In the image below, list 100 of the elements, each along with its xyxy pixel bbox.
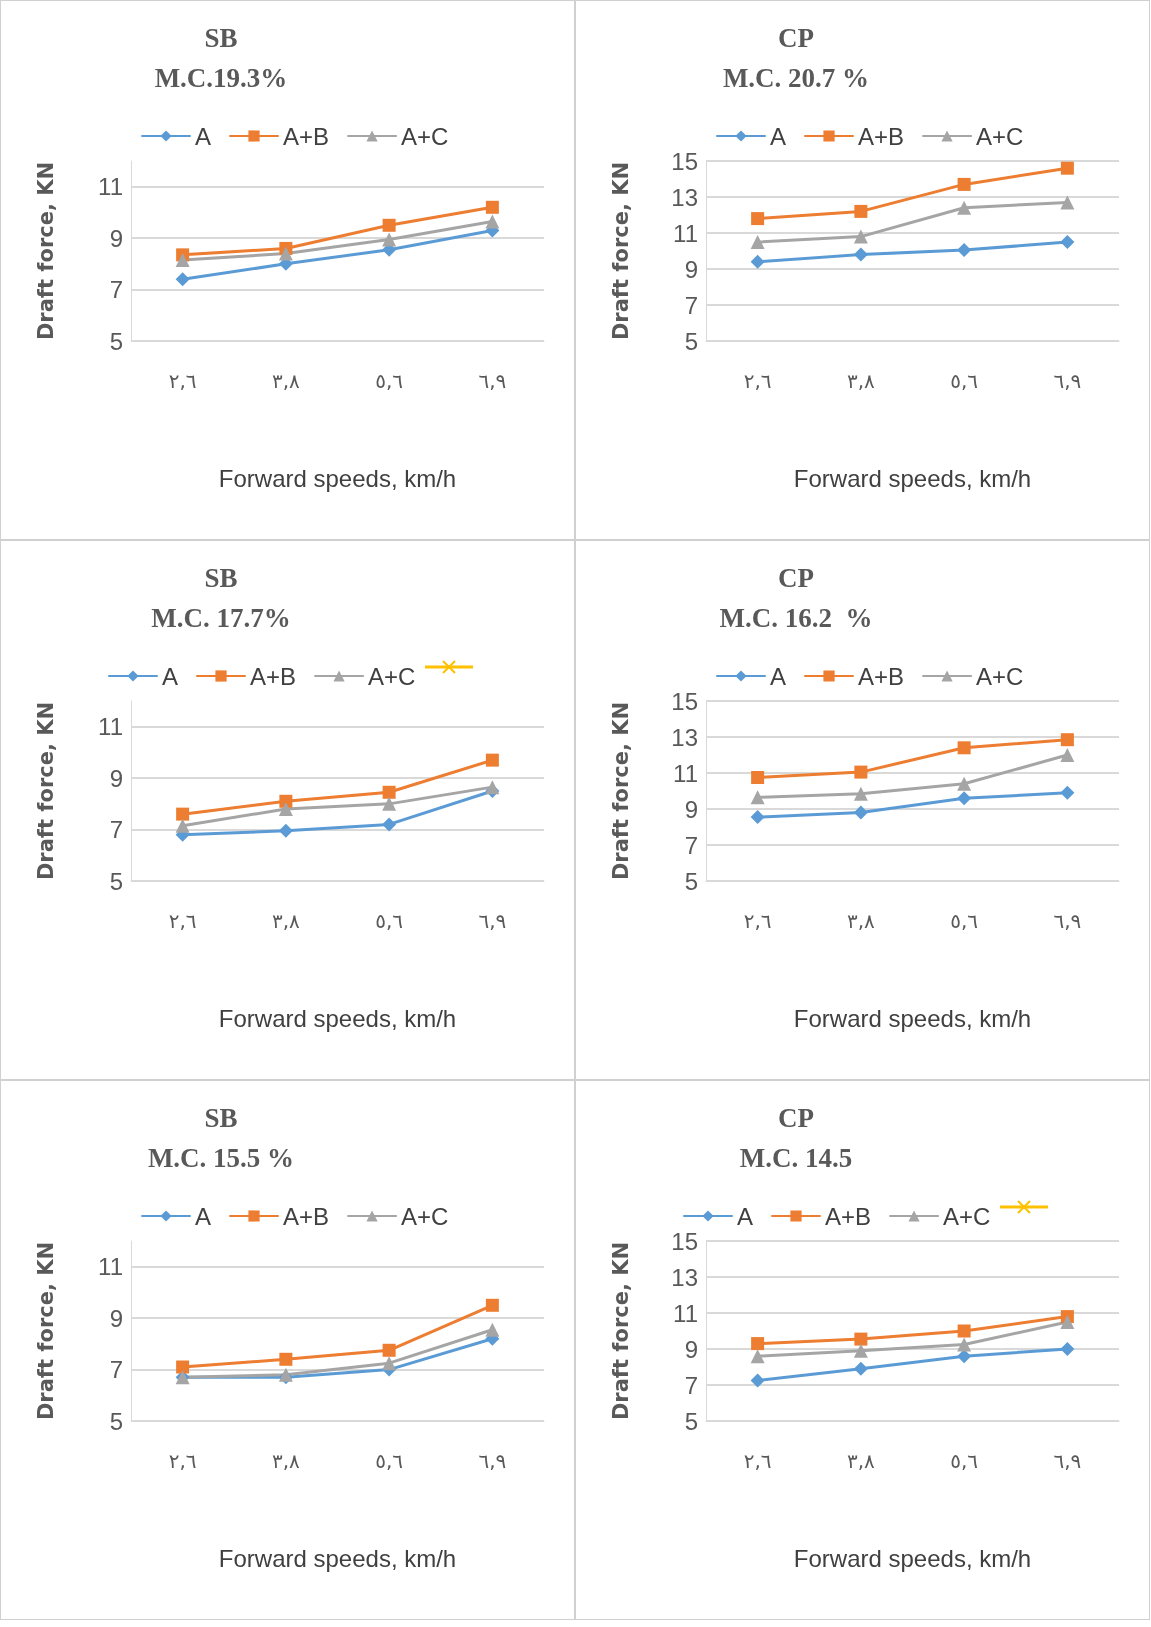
chart-title: CP [778,1102,814,1133]
x-tick-label: ٦,٩ [478,369,507,393]
chart-title: SB [204,22,238,53]
y-tick-label: 9 [684,1335,698,1363]
x-axis-title: Forward speeds, km/h [218,1544,457,1572]
point [750,1373,765,1388]
y-tick-label: 15 [671,1227,698,1255]
y-tick-label: 15 [671,687,698,715]
y-tick-label: 5 [109,327,123,355]
y-tick-label: 7 [109,816,123,844]
legend-label: A+B [858,122,905,150]
point [382,785,396,799]
legend-label: A [770,122,787,150]
point [957,177,971,191]
legend-label: A+C [976,122,1024,150]
x-tick-label: ٢,٦ [743,1449,772,1473]
point [957,1337,972,1352]
chart-subtitle: M.C. 15.5 % [147,1142,295,1173]
point [382,232,397,247]
x-tick-label: ٦,٩ [478,1449,507,1473]
x-tick-label: ٢,٦ [168,1449,197,1473]
point [1060,733,1074,747]
x-tick-label: ٥,٦ [375,369,404,393]
point [1060,785,1075,800]
x-axis-title: Forward speeds, km/h [218,464,457,492]
point [957,741,971,755]
y-axis-title: Draft force, KN [608,161,633,341]
x-tick-label: ٦,٩ [478,909,507,933]
y-tick-label: 7 [684,831,698,859]
point [175,253,190,267]
x-tick-label: ٣,٨ [271,1449,301,1473]
y-tick-label: 9 [109,764,123,792]
legend-label: A [737,1202,754,1230]
legend-label: A+B [250,662,297,690]
point [1060,195,1075,210]
point [382,817,397,832]
point [1060,235,1075,249]
point [382,1356,397,1371]
x-tick-label: ٢,٦ [743,369,772,393]
chart-subtitle: M.C.19.3% [154,62,288,93]
point [750,810,765,825]
point [853,229,868,244]
chart-title: SB [204,1102,238,1133]
point [957,200,972,215]
x-tick-label: ٦,٩ [1053,369,1082,393]
point [279,1352,293,1366]
y-tick-label: 11 [673,759,698,787]
y-tick-label: 5 [684,327,698,355]
point [957,1349,972,1364]
x-tick-label: ٣,٨ [271,369,301,393]
y-tick-label: 13 [671,183,698,211]
legend-label: A+C [401,1202,449,1230]
y-axis-title: Draft force, KN [608,701,633,881]
y-tick-label: 11 [98,713,123,741]
legend-label: A [195,122,212,150]
y-tick-label: 11 [98,173,123,201]
y-tick-label: 15 [671,147,698,175]
point [278,802,293,816]
y-axis-title: Draft force, KN [33,1241,58,1421]
x-tick-label: ٣,٨ [271,909,301,933]
point [751,212,765,226]
y-tick-label: 9 [684,255,698,283]
y-tick-label: 7 [109,1356,123,1384]
x-tick-label: ٥,٦ [950,1449,979,1473]
legend-label: A [770,662,787,690]
point [957,243,972,258]
point [175,272,190,287]
point [176,807,190,821]
y-tick-label: 5 [684,867,698,895]
point [485,1322,500,1337]
y-tick-label: 13 [671,723,698,751]
point [382,1343,396,1357]
x-tick-label: ٣,٨ [846,369,876,393]
point [957,1324,971,1338]
x-axis-title: Forward speeds, km/h [793,464,1032,492]
y-tick-label: 7 [684,1371,698,1399]
point [853,247,868,262]
chart-subtitle: M.C. 20.7 % [722,62,870,93]
x-tick-label: ٢,٦ [168,909,197,933]
chart-subtitle: M.C. 16.2 % [719,602,873,633]
y-tick-label: 5 [109,867,123,895]
x-tick-label: ٥,٦ [375,1449,404,1473]
legend-label: A+B [858,662,905,690]
y-tick-label: 9 [109,1304,123,1332]
legend-label: A+C [943,1202,991,1230]
point [485,1298,499,1312]
legend-label: A [195,1202,212,1230]
y-axis-title: Draft force, KN [33,161,58,341]
y-tick-label: 9 [109,224,123,252]
point [853,805,868,820]
point [751,1337,765,1351]
point [853,1361,868,1376]
legend-label: A [162,662,179,690]
x-tick-label: ٥,٦ [375,909,404,933]
x-tick-label: ٣,٨ [846,909,876,933]
point [485,780,500,795]
x-axis-title: Forward speeds, km/h [793,1544,1032,1572]
x-tick-label: ٣,٨ [846,1449,876,1473]
x-tick-label: ٦,٩ [1053,1449,1082,1473]
y-axis-title: Draft force, KN [33,701,58,881]
